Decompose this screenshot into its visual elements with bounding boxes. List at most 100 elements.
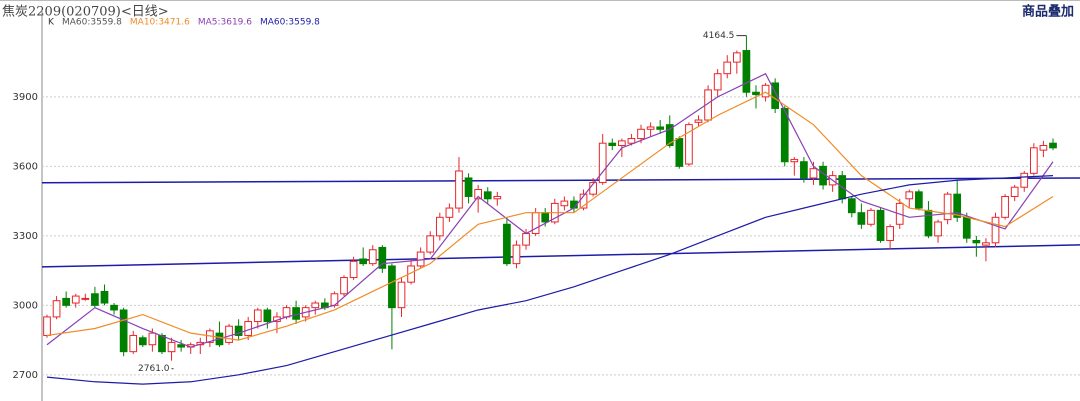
candle-body xyxy=(694,119,703,123)
candle-body xyxy=(81,297,90,300)
candle-body xyxy=(455,170,463,209)
candle-body xyxy=(71,295,80,304)
candle-body xyxy=(100,290,109,304)
candle-body xyxy=(675,138,684,167)
candle-body xyxy=(531,212,540,235)
candle-body xyxy=(483,191,492,200)
annotation-label: 4164.5 xyxy=(703,31,735,41)
candle-body xyxy=(253,309,262,323)
candle-body xyxy=(167,341,176,353)
candle-body xyxy=(924,209,933,237)
candle-body xyxy=(934,221,942,237)
candle-body xyxy=(646,126,655,130)
candle-body xyxy=(340,277,348,295)
ma-line xyxy=(46,72,1054,348)
candle-body xyxy=(637,128,645,140)
candle-body xyxy=(665,124,674,147)
candle-body xyxy=(790,158,799,163)
candle-body xyxy=(503,223,511,265)
candle-body xyxy=(886,226,894,241)
candle-body xyxy=(752,91,760,96)
candle-body xyxy=(723,61,732,75)
legend-item: MA60:3559.8 xyxy=(62,18,122,28)
trend-line xyxy=(41,177,1080,184)
candle-body xyxy=(119,309,128,353)
candle-body xyxy=(732,52,741,63)
candle-body xyxy=(512,244,521,265)
candle-body xyxy=(62,297,71,306)
candle-body xyxy=(953,193,962,218)
candle-body xyxy=(972,239,981,244)
candle-body xyxy=(656,126,665,130)
candle-body xyxy=(915,191,923,209)
candle-body xyxy=(493,195,502,200)
legend-item: MA5:3619.6 xyxy=(198,18,252,28)
candle-body xyxy=(780,107,789,163)
legend-item: MA10:3471.6 xyxy=(130,18,190,28)
candle-body xyxy=(416,251,425,267)
corner-label[interactable]: 商品叠加 xyxy=(1022,4,1074,20)
candle-body xyxy=(800,161,808,179)
candle-body xyxy=(1029,147,1038,174)
candle-body xyxy=(991,216,1000,244)
ma-line xyxy=(46,91,1054,341)
candle-body xyxy=(397,281,406,309)
trend-line xyxy=(41,244,1080,268)
candle-body xyxy=(867,209,875,225)
candle-body xyxy=(426,235,435,253)
candle-body xyxy=(742,50,751,93)
candle-body xyxy=(435,216,444,237)
candle-body xyxy=(685,124,693,165)
legend-item: MA60:3559.8 xyxy=(260,18,320,28)
candle-body xyxy=(263,309,272,323)
candle-body xyxy=(771,82,780,109)
candle-body xyxy=(43,316,51,336)
candle-body xyxy=(378,246,387,269)
y-tick-label: 3300 xyxy=(13,231,38,242)
candle-body xyxy=(522,233,530,246)
candle-body xyxy=(91,293,99,306)
candle-body xyxy=(608,142,617,147)
candle-body xyxy=(1039,145,1048,151)
candle-body xyxy=(158,334,166,353)
candle-body xyxy=(148,332,157,346)
candle-body xyxy=(847,198,856,214)
candle-body xyxy=(445,207,454,218)
candle-body xyxy=(1010,186,1019,197)
y-tick-label: 3600 xyxy=(13,161,38,172)
candle-body xyxy=(225,325,233,343)
candle-body xyxy=(138,337,147,346)
candle-body xyxy=(905,191,914,200)
candle-body xyxy=(1020,172,1029,188)
chart-title: 焦炭2209(020709)<日线> xyxy=(2,5,169,20)
candle-body xyxy=(541,212,550,223)
candle-body xyxy=(982,242,990,246)
candle-body xyxy=(282,307,291,318)
y-tick-label: 3900 xyxy=(13,92,38,103)
candle-body xyxy=(110,304,118,311)
candle-body xyxy=(474,189,482,200)
candle-body xyxy=(52,300,61,318)
candle-body xyxy=(962,216,971,239)
candle-body xyxy=(1001,195,1009,218)
legend-prefix: K xyxy=(48,18,55,28)
candle-body xyxy=(349,260,358,279)
candle-body xyxy=(177,344,185,348)
candle-body xyxy=(598,142,607,184)
candle-body xyxy=(129,334,138,353)
candle-body xyxy=(388,265,396,309)
candle-body xyxy=(857,212,866,225)
y-tick-label: 3000 xyxy=(13,300,38,311)
candle-body xyxy=(761,84,770,98)
candle-body xyxy=(464,177,473,197)
candle-body xyxy=(560,200,569,207)
y-tick-label: 2700 xyxy=(13,370,38,381)
candle-body xyxy=(359,258,368,265)
candle-body xyxy=(809,168,818,179)
annotation-label: 2761.0 xyxy=(138,364,170,374)
candle-body xyxy=(876,209,885,241)
candle-body xyxy=(943,193,952,221)
candle-body xyxy=(311,302,320,309)
ma-line xyxy=(46,175,1054,385)
